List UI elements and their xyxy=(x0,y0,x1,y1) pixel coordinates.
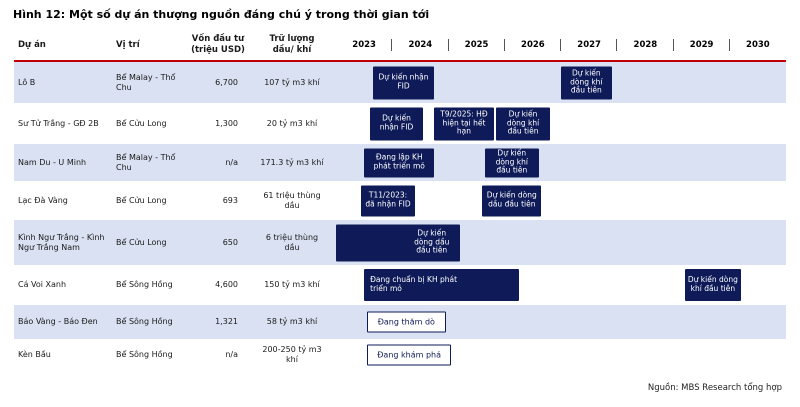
project-name-cell: Lạc Đà Vàng xyxy=(18,195,68,205)
timeline-track: Đang lập KH phát triển mỏ Dự kiến dòng kh… xyxy=(336,144,786,181)
gantt-bar-label: Dự kiến dòng khí đầu tiên xyxy=(506,109,540,136)
reserves-cell: 6 triệu thùng dầu xyxy=(265,232,319,252)
capital-cell: 693 xyxy=(222,195,238,205)
timeline-track: Dự kiến nhận FID Dự kiến dòng khí đầu tiê… xyxy=(336,62,786,103)
project-row: Kèn Bầu Bể Sông Hồng n/a 200-250 tỷ m3 khí Đ… xyxy=(14,339,786,371)
location-cell: Bể Sông Hồng xyxy=(116,350,173,359)
rows-container: Lô B Bể Malay - Thổ Chu 6,700 107 tỷ m3 khí… xyxy=(14,62,786,371)
column-header-reserves: Trữ lượng dầu/ khí xyxy=(269,34,315,55)
gantt-bar: T11/2023: đã nhận FID xyxy=(361,185,415,216)
gantt-bar: Dự kiến nhận FID xyxy=(372,66,435,99)
timeline-track: Đang thăm dò xyxy=(336,305,786,339)
project-row: Lô B Bể Malay - Thổ Chu 6,700 107 tỷ m3 khí… xyxy=(14,62,786,103)
gantt-bar: Đang thăm dò xyxy=(366,311,446,333)
gantt-bar-label: Dự kiến dòng khí đầu tiên xyxy=(687,275,738,293)
location-cell: Bể Malay - Thổ Chu xyxy=(116,72,176,92)
reserves-cell: 171.3 tỷ m3 khí xyxy=(260,157,324,167)
gantt-bar-label: Dự kiến nhận FID xyxy=(378,72,429,91)
timeline-track: Đang chuẩn bị KH phát triển mỏ Dự kiến dò… xyxy=(336,265,786,305)
year-label: 2029 xyxy=(674,30,731,60)
reserves-cell: 20 tỷ m3 khí xyxy=(266,118,318,128)
timeline-track: Đang khám phá xyxy=(336,339,786,371)
gantt-bar: Dự kiến dòng khí đầu tiên xyxy=(485,148,539,177)
capital-cell: 4,600 xyxy=(215,280,238,289)
column-header-project: Dự án xyxy=(18,39,46,50)
project-name-cell: Kèn Bầu xyxy=(18,350,51,359)
gantt-bar-label: Đang lập KH phát triển mỏ xyxy=(373,152,425,171)
gantt-bar-label: Dự kiến dòng khí đầu tiên xyxy=(570,68,603,95)
gantt-bar-label: Dự kiến dòng khí đầu tiên xyxy=(495,148,528,175)
project-name-cell: Kình Ngư Trắng - Kình Ngư Trắng Nam xyxy=(18,232,105,252)
capital-cell: 650 xyxy=(222,237,238,247)
timeline-track: T11/2023: đã nhận FID Dự kiến dòng dầu đầ… xyxy=(336,181,786,220)
project-name-cell: Báo Vàng - Báo Đen xyxy=(18,317,98,326)
gantt-bar-label: Dự kiến dòng dầu đầu tiên xyxy=(486,190,537,209)
location-cell: Bể Cửu Long xyxy=(116,237,167,247)
gantt-bar-label: Dự kiến dòng dầu đầu tiên xyxy=(414,228,450,255)
project-row: Nam Du - U Minh Bể Malay - Thổ Chu n/a 171.… xyxy=(14,144,786,181)
gantt-bar: Dự kiến dòng dầu đầu tiên xyxy=(336,224,460,261)
gantt-bar-label: Đang khám phá xyxy=(377,350,442,360)
project-name-cell: Nam Du - U Minh xyxy=(18,157,87,167)
project-name-cell: Sư Tử Trắng - GĐ 2B xyxy=(18,118,99,128)
project-row: Báo Vàng - Báo Đen Bể Sông Hồng 1,321 58 tỷ… xyxy=(14,305,786,339)
gantt-bar: Dự kiến nhận FID xyxy=(369,107,424,140)
column-header-location: Vị trí xyxy=(116,39,140,50)
gantt-bar: T9/2025: HĐ hiện tại hết hạn xyxy=(434,107,494,140)
reserves-cell: 58 tỷ m3 khí xyxy=(266,317,318,326)
project-name-cell: Cá Voi Xanh xyxy=(18,280,67,289)
year-label: 2025 xyxy=(449,30,506,60)
gantt-bar: Dự kiến dòng khí đầu tiên xyxy=(684,269,741,301)
gantt-bar: Dự kiến dòng dầu đầu tiên xyxy=(482,185,542,216)
reserves-cell: 107 tỷ m3 khí xyxy=(264,77,320,87)
gantt-bar: Đang khám phá xyxy=(366,344,452,366)
capital-cell: 1,300 xyxy=(215,118,238,128)
gantt-bar-label: Đang chuẩn bị KH phát triển mỏ xyxy=(370,275,458,293)
figure-title: Hình 12: Một số dự án thượng nguồn đáng … xyxy=(13,8,430,21)
project-name-cell: Lô B xyxy=(18,77,36,87)
capital-cell: 6,700 xyxy=(215,77,238,87)
capital-cell: n/a xyxy=(225,350,238,359)
location-cell: Bể Malay - Thổ Chu xyxy=(116,152,176,172)
column-header-capital: Vốn đầu tư (triệu USD) xyxy=(191,34,245,55)
gantt-bar: Đang lập KH phát triển mỏ xyxy=(364,148,435,177)
year-axis: 2023 2024 2025 2026 2027 2028 2029 2030 xyxy=(336,30,786,60)
project-row: Sư Tử Trắng - GĐ 2B Bể Cửu Long 1,300 20 tỷ… xyxy=(14,103,786,144)
gantt-bar-label: T9/2025: HĐ hiện tại hết hạn xyxy=(440,109,488,136)
year-label: 2028 xyxy=(617,30,674,60)
year-label: 2030 xyxy=(746,40,770,50)
year-label: 2023 xyxy=(336,30,393,60)
gantt-bar: Dự kiến dòng khí đầu tiên xyxy=(561,66,612,99)
table-header-row: Dự án Vị trí Vốn đầu tư (triệu USD) Trữ … xyxy=(14,30,786,62)
project-row: Kình Ngư Trắng - Kình Ngư Trắng Nam Bể Cử… xyxy=(14,220,786,265)
timeline-track: Dự kiến nhận FID T9/2025: HĐ hiện tại hết… xyxy=(336,103,786,144)
location-cell: Bể Sông Hồng xyxy=(116,280,173,289)
year-label: 2024 xyxy=(392,30,449,60)
capital-cell: n/a xyxy=(225,157,238,167)
location-cell: Bể Sông Hồng xyxy=(116,317,173,326)
timeline-track: Dự kiến dòng dầu đầu tiên xyxy=(336,220,786,265)
reserves-cell: 200-250 tỷ m3 khí xyxy=(262,345,322,364)
projects-table: Dự án Vị trí Vốn đầu tư (triệu USD) Trữ … xyxy=(14,30,786,371)
project-row: Cá Voi Xanh Bể Sông Hồng 4,600 150 tỷ m3 kh… xyxy=(14,265,786,305)
gantt-bar: Dự kiến dòng khí đầu tiên xyxy=(496,107,550,140)
gantt-bar-label: Đang thăm dò xyxy=(377,317,435,327)
location-cell: Bể Cửu Long xyxy=(116,195,167,205)
gantt-bar: Đang chuẩn bị KH phát triển mỏ xyxy=(364,269,519,301)
gantt-bar-label: Dự kiến nhận FID xyxy=(379,113,414,132)
gantt-bar-label: T11/2023: đã nhận FID xyxy=(365,190,411,209)
project-row: Lạc Đà Vàng Bể Cửu Long 693 61 triệu thùng … xyxy=(14,181,786,220)
source-note: Nguồn: MBS Research tổng hợp xyxy=(647,383,782,393)
year-label: 2027 xyxy=(561,30,618,60)
reserves-cell: 150 tỷ m3 khí xyxy=(264,280,320,289)
capital-cell: 1,321 xyxy=(215,317,238,326)
year-label: 2026 xyxy=(505,30,562,60)
location-cell: Bể Cửu Long xyxy=(116,118,167,128)
reserves-cell: 61 triệu thùng dầu xyxy=(263,190,321,210)
